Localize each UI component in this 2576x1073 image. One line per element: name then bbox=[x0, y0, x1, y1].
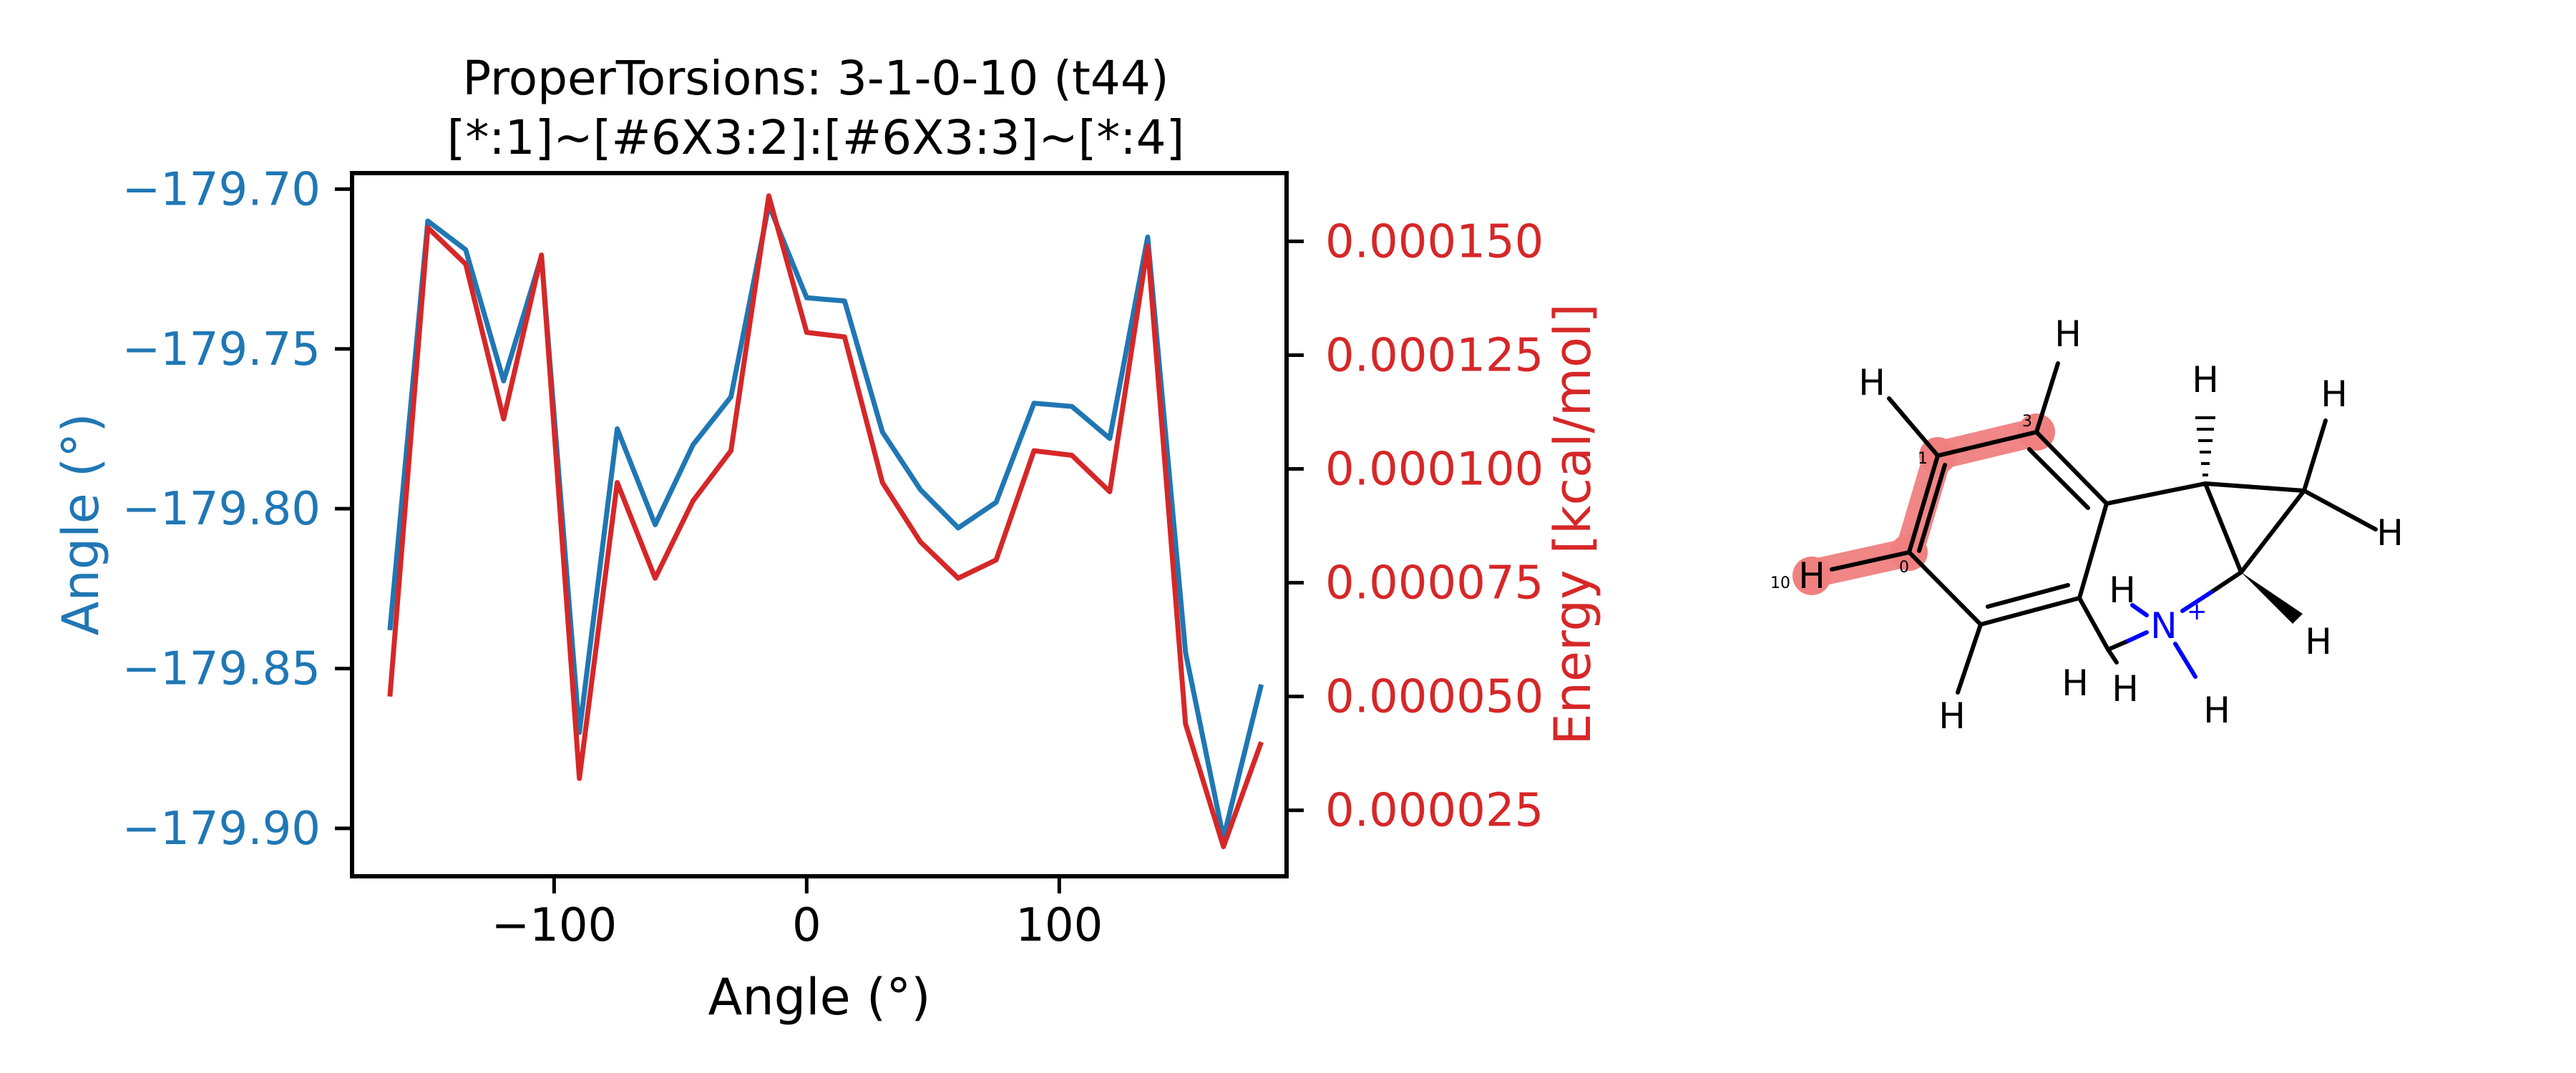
atom-h-upper-left: H bbox=[1858, 362, 1885, 403]
y-left-tick-label: −179.85 bbox=[122, 643, 321, 696]
atom-index-10: 10 bbox=[1770, 574, 1790, 592]
series-line-left bbox=[387, 202, 1264, 841]
atom-h-n-top: H bbox=[2109, 569, 2136, 611]
nitrogen-bonds bbox=[2106, 570, 2243, 679]
plot-frame bbox=[350, 171, 1289, 878]
x-tick-label: 0 bbox=[792, 899, 821, 952]
y-right-tick-label: 0.000075 bbox=[1325, 557, 1543, 610]
atom-h-cp-top: H bbox=[2321, 373, 2348, 415]
series-layer bbox=[387, 193, 1264, 850]
atom-h-n-bottom: H bbox=[2203, 690, 2230, 731]
y-left-tick-label: −179.80 bbox=[122, 483, 321, 536]
y-left-axis-label: Angle (°) bbox=[52, 413, 110, 635]
x-tick-label: 100 bbox=[1015, 899, 1103, 952]
atom-index-3: 3 bbox=[2022, 413, 2032, 431]
atom-h-bottom-left: H bbox=[1938, 695, 1966, 737]
y-right-tick-label: 0.000100 bbox=[1325, 444, 1543, 496]
atom-h-cp-right: H bbox=[2376, 512, 2404, 554]
chart-subtitle: [*:1]~[#6X3:2]:[#6X3:3]~[*:4] bbox=[447, 110, 1185, 165]
y-right-tick-label: 0.000150 bbox=[1325, 215, 1543, 268]
atom-index-1: 1 bbox=[1918, 450, 1928, 468]
y-left-tick-label: −179.90 bbox=[122, 803, 321, 856]
axis-layer: −100 0 100 −179.70 −179.75 −179.80 −179.85 −179… bbox=[122, 163, 1543, 952]
x-axis-label: Angle (°) bbox=[708, 968, 930, 1027]
y-right-tick-label: 0.000050 bbox=[1325, 671, 1543, 724]
chart-title: ProperTorsions: 3-1-0-10 (t44) bbox=[462, 51, 1169, 106]
y-right-tick-label: 0.000125 bbox=[1325, 329, 1543, 382]
molecule-structure: H H H H H H H H H H H H N + 10 0 1 3 bbox=[1770, 313, 2404, 737]
atom-n-charge: + bbox=[2187, 597, 2207, 626]
atom-h-top: H bbox=[2054, 313, 2082, 355]
atom-index-0: 0 bbox=[1899, 559, 1909, 577]
atom-h-ch2-b: H bbox=[2112, 668, 2139, 710]
series-line-right bbox=[387, 193, 1264, 850]
y-left-tick-label: −179.75 bbox=[122, 323, 321, 376]
atom-h10: H bbox=[1798, 555, 1825, 597]
wedge-bond bbox=[2241, 572, 2303, 624]
x-tick-label: −100 bbox=[491, 899, 617, 952]
y-right-axis-label: Energy [kcal/mol] bbox=[1543, 303, 1602, 745]
hash-bond bbox=[2195, 416, 2215, 476]
atom-labels: H H H H H H H H H H H H N + 10 0 1 3 bbox=[1770, 313, 2404, 737]
y-right-tick-label: 0.000025 bbox=[1325, 785, 1543, 838]
molecule-bonds bbox=[1830, 361, 2378, 695]
y-left-tick-label: −179.70 bbox=[122, 163, 321, 216]
atom-h-ch2-a: H bbox=[2062, 662, 2089, 704]
atom-n: N bbox=[2150, 605, 2177, 647]
atom-h-hash: H bbox=[2192, 359, 2219, 401]
atom-h-wedge: H bbox=[2305, 621, 2332, 662]
